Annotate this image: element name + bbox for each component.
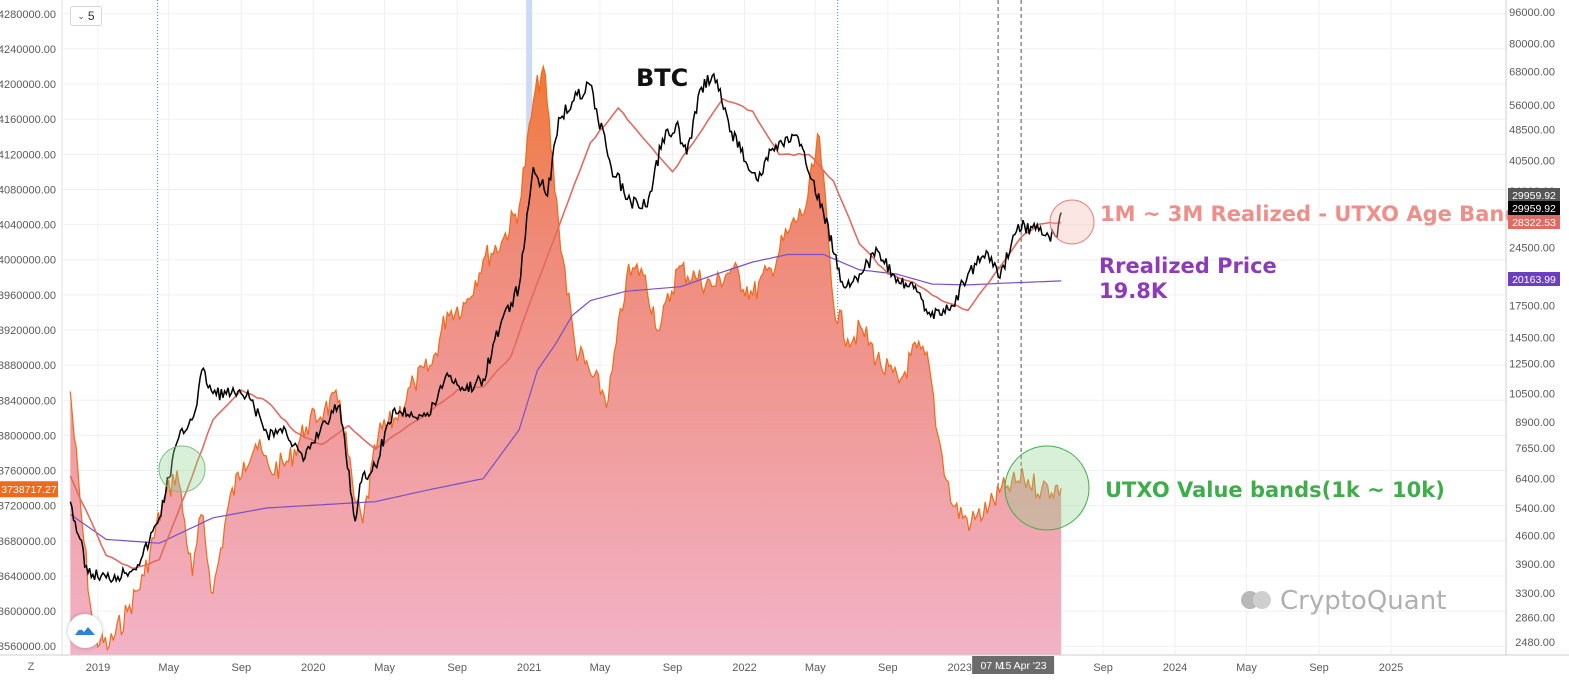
y-left-tick-label: 3720000.00 [0,501,56,513]
y-left-tick-label: 4120000.00 [0,149,56,161]
y-right-tick-label: 3900.00 [1515,559,1555,571]
y-right-tick-label: 5400.00 [1515,503,1555,515]
utxo-annotation: UTXO Value bands(1k ~ 10k) [1105,478,1445,502]
y-right-tick-label: 24500.00 [1509,242,1555,254]
right-price-badge [1508,215,1560,229]
y-left-tick-label: 4040000.00 [0,220,56,232]
x-tick-label: Sep [232,662,252,674]
date-highlight-label: 07 M [980,660,1003,672]
y-right-tick-label: 3300.00 [1515,588,1555,600]
utxo-area-fill [70,66,1062,655]
x-tick-label: Sep [878,662,898,674]
realized-price-value-annotation: 19.8K [1099,279,1168,303]
x-tick-label: May [590,662,611,674]
y-left-tick-label: 3760000.00 [0,466,56,478]
y-right-tick-label: 56000.00 [1509,100,1555,112]
x-tick-label: Sep [447,662,467,674]
x-tick-label: May [805,662,826,674]
y-left-tick-label: 3800000.00 [0,430,56,442]
x-tick-label: Sep [1093,662,1113,674]
y-left-tick-label: 3840000.00 [0,395,56,407]
btc-annotation: BTC [636,64,688,92]
y-left-tick-label: 3880000.00 [0,360,56,372]
x-tick-label: May [1236,662,1257,674]
chevron-down-icon: ⌄ [77,10,85,21]
y-right-tick-label: 10500.00 [1509,388,1555,400]
right-price-badge-label: 29959.92 [1512,203,1556,215]
x-tick-label: May [158,662,179,674]
y-left-tick-label: 4000000.00 [0,255,56,267]
series-line-layer [69,72,1062,584]
y-left-tick-label: 3560000.00 [0,641,56,653]
y-left-tick-label: 4200000.00 [0,79,56,91]
y-right-tick-label: 14500.00 [1509,333,1555,345]
x-tick-label: 2024 [1163,662,1187,674]
x-tick-label: 2020 [301,662,325,674]
tradingview-logo-icon[interactable] [68,614,102,648]
y-right-tick-label: 6400.00 [1515,474,1555,486]
y-right-tick-label: 7650.00 [1515,443,1555,455]
timezone-z-button[interactable]: Z [27,661,35,673]
y-right-tick-label: 2860.00 [1515,612,1555,624]
x-tick-label: 2023 [948,662,972,674]
y-right-tick-label: 80000.00 [1509,38,1555,50]
utxo-area-edge [69,64,1062,652]
x-tick-label: 2019 [86,662,110,674]
y-left-tick-label: 3960000.00 [0,290,56,302]
y-left-tick-label: 4240000.00 [0,44,56,56]
date-highlight-badge [972,656,1055,674]
y-right-tick-label: 48500.00 [1509,125,1555,137]
band-annotation: 1M ~ 3M Realized - UTXO Age Band [1100,202,1519,226]
y-left-tick-label: 3600000.00 [0,606,56,618]
y-left-tick-label: 3640000.00 [0,571,56,583]
watermark-text: CryptoQuant [1280,586,1446,616]
x-tick-label: 2025 [1379,662,1403,674]
band-highlight-circle [1049,199,1095,245]
right-price-badge [1508,272,1560,286]
x-tick-label: Sep [1309,662,1329,674]
y-left-tick-label: 4080000.00 [0,184,56,196]
y-right-tick-label: 4600.00 [1515,531,1555,543]
x-tick-label: Sep [663,662,683,674]
y-right-tick-label: 8900.00 [1515,417,1555,429]
interval-value: 5 [87,9,95,23]
right-price-badge-label: 29959.92 [1512,190,1556,202]
utxo-area-layer [69,64,1062,655]
y-left-tick-label: 3680000.00 [0,536,56,548]
utxo-highlight-circle-2023 [1004,445,1090,531]
y-right-tick-label: 40500.00 [1509,156,1555,168]
y-right-tick-label: 17500.00 [1509,300,1555,312]
chart-axes: 4280000.00 4240000.00 4200000.00 4160000.00… [0,0,1569,674]
y-right-tick-label: 96000.00 [1509,7,1555,19]
left-price-badge-label: 3738717.27 [1,484,57,496]
utxo-highlight-circle-2019 [158,445,206,493]
y-left-tick-label: 4280000.00 [0,9,56,21]
right-price-badge-label: 20163.99 [1512,274,1556,286]
left-price-badge [0,481,58,498]
x-tick-label: 2021 [517,662,541,674]
btc-price-line [69,72,1062,584]
y-right-tick-label: 68000.00 [1509,66,1555,78]
y-right-tick-label: 2480.00 [1515,637,1555,649]
y-right-tick-label: 12500.00 [1509,358,1555,370]
realized-price-annotation: Rrealized Price [1099,254,1277,278]
right-price-badge [1508,188,1560,202]
y-left-tick-label: 3920000.00 [0,325,56,337]
y-left-tick-label: 4160000.00 [0,114,56,126]
realized-price-line [69,253,1062,544]
x-tick-label: 2022 [732,662,756,674]
interval-dropdown-button[interactable]: ⌄ 5 [70,6,102,26]
chart-overlay: BTC 1M ~ 3M Realized - UTXO Age Band Rreal… [158,64,1519,616]
watermark-logo-icon [1253,591,1271,609]
date-highlight-label: 15 Apr '23 [1000,660,1047,672]
x-tick-label: May [374,662,395,674]
right-price-badge-label: 28322.53 [1512,217,1556,229]
right-price-badge [1508,201,1560,215]
